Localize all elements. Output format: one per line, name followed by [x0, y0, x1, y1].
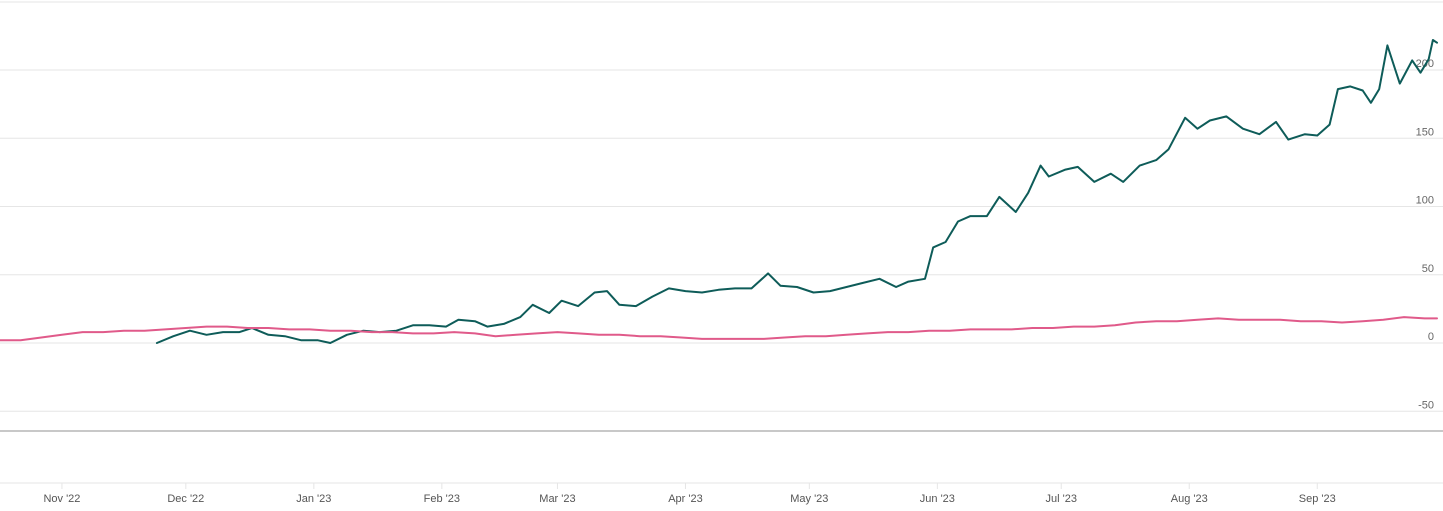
series-line-2	[0, 316, 1438, 342]
x-tick-label: Sep '23	[1299, 493, 1336, 505]
x-tick-label: Jun '23	[920, 493, 955, 505]
grid-layer	[0, 1, 1443, 489]
series-layer	[0, 39, 1438, 344]
x-tick-label: Jul '23	[1046, 493, 1077, 505]
x-tick-label: Jan '23	[296, 493, 331, 505]
y-tick-label: 150	[1416, 126, 1434, 138]
x-tick-label: Aug '23	[1171, 493, 1208, 505]
y-tick-label: -50	[1418, 399, 1434, 411]
x-tick-label: Mar '23	[539, 493, 575, 505]
x-tick-label: Apr '23	[668, 493, 703, 505]
x-tick-label: Dec '22	[167, 493, 204, 505]
x-tick-label: May '23	[790, 493, 828, 505]
series-line-1	[155, 39, 1438, 344]
y-tick-label: 100	[1416, 195, 1434, 207]
x-tick-label: Nov '22	[43, 493, 80, 505]
y-tick-label: 0	[1428, 331, 1434, 343]
x-tick-label: Feb '23	[424, 493, 460, 505]
x-axis-tick-labels: Nov '22 Dec '22 Jan '23 Feb '23 Mar '23 Apr '…	[43, 493, 1335, 505]
y-tick-label: 50	[1422, 263, 1434, 275]
